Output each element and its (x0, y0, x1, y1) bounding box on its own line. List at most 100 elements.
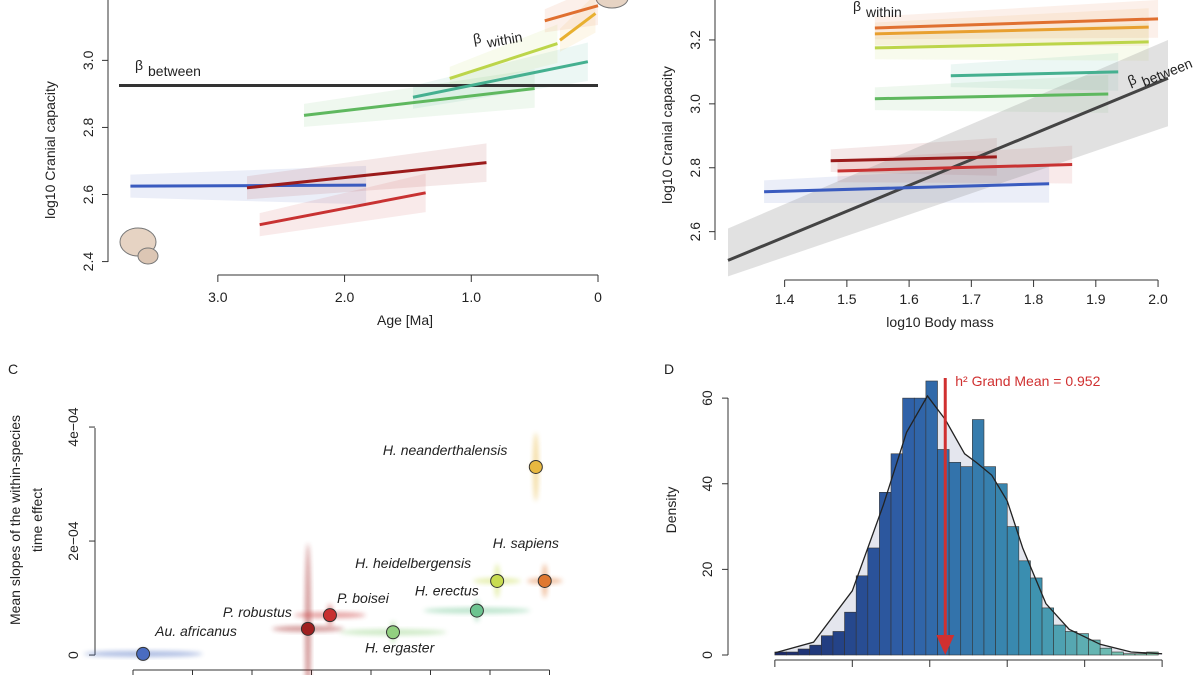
annotation: β within (853, 0, 902, 20)
uncertainty-band (412, 42, 588, 109)
bar (797, 648, 811, 656)
x-tick-label: 1.9 (1086, 291, 1106, 307)
bar (1088, 639, 1101, 656)
y-tick-label: 2.6 (80, 185, 96, 205)
uncertainty-band (449, 24, 558, 91)
annotation: β within (472, 29, 524, 51)
uncertainty-band (950, 52, 1119, 91)
segment (559, 12, 597, 42)
bar (937, 449, 950, 656)
point-label: H. ergaster (365, 639, 436, 655)
y-error-glow (304, 543, 311, 680)
annotation-subscript: between (148, 63, 201, 79)
y-tick-label: 0 (699, 651, 715, 659)
segment (130, 183, 367, 188)
y-tick-label: 2.8 (687, 158, 703, 178)
annotation-subscript: within (865, 4, 902, 20)
y-tick-label: 20 (699, 561, 715, 577)
point (528, 459, 543, 474)
y-tick-label: 40 (699, 476, 715, 492)
uncertainty-band (874, 8, 1149, 47)
x-tick-label: 0 (594, 289, 602, 305)
bar (786, 651, 799, 656)
x-axis-title: Age [Ma] (377, 312, 433, 328)
uncertainty-band (837, 145, 1073, 184)
point (537, 573, 552, 588)
y-axis-title: Mean slopes of the within-species (7, 415, 23, 625)
bar (1006, 526, 1020, 656)
annotation-subscript: within (485, 29, 524, 51)
uncertainty-band (259, 173, 426, 237)
bar (995, 483, 1008, 656)
segment (544, 4, 599, 23)
bar (821, 635, 834, 656)
point (386, 625, 401, 640)
x-tick-label: 3.0 (208, 289, 228, 305)
x-tick-label: 1.4 (775, 291, 795, 307)
annotation-symbol: β (135, 57, 143, 73)
x-tick-label: 1.8 (1024, 291, 1044, 307)
bar (1111, 651, 1124, 656)
segment (246, 161, 487, 190)
point-label: Au. africanus (154, 623, 237, 639)
segment (874, 17, 1159, 30)
bar (1018, 560, 1031, 656)
y-axis-title: time effect (29, 488, 45, 552)
bar (867, 547, 880, 656)
bar (890, 453, 903, 656)
bar (1134, 653, 1147, 656)
panel-label: C (8, 361, 18, 377)
bar (832, 631, 845, 656)
bar (1053, 624, 1066, 656)
segment (412, 60, 589, 99)
x-tick-label: 2.0 (1148, 291, 1168, 307)
segment (874, 92, 1109, 101)
point-label: P. boisei (337, 590, 390, 606)
y-axis-title: log10 Cranial capacity (659, 66, 675, 204)
segment (830, 155, 997, 163)
x-tick-label: 1.7 (962, 291, 982, 307)
y-tick-label: 2.4 (80, 252, 96, 272)
point-label: H. erectus (415, 583, 479, 599)
annotation: β between (135, 57, 201, 79)
x-tick-label: 1.0 (462, 289, 482, 305)
point-label: H. neanderthalensis (383, 442, 508, 458)
y-tick-label: 4e−04 (65, 407, 81, 447)
y-axis-title: log10 Cranial capacity (42, 81, 58, 219)
annotation-symbol: β (853, 0, 861, 14)
y-tick-label: 2.6 (687, 222, 703, 242)
point-label: H. sapiens (493, 535, 559, 551)
y-tick-label: 60 (699, 390, 715, 406)
point (300, 621, 315, 636)
uncertainty-band (874, 22, 1149, 61)
x-tick-label: 1.6 (899, 291, 919, 307)
bar (844, 611, 857, 656)
panel-label: D (664, 361, 674, 377)
segment (449, 42, 558, 80)
bar (983, 466, 996, 656)
panel: 2.4 2.6 2.8 3.0 3.0 2.0 1.0 0 Age [Ma] log10 Cran… (42, 0, 602, 328)
bar (902, 397, 915, 656)
mean-label: h² Grand Mean = 0.952 (955, 373, 1100, 389)
bar (1123, 653, 1136, 656)
x-tick-label: 2.0 (335, 289, 355, 305)
bar (1041, 607, 1054, 656)
bar (809, 644, 822, 656)
segment (303, 87, 535, 117)
bar (925, 380, 938, 656)
bar (913, 397, 927, 656)
annotation-symbol: β (472, 30, 483, 47)
skull-icon (119, 0, 629, 265)
point (136, 646, 151, 661)
segment (764, 182, 1050, 194)
segment (874, 40, 1149, 50)
segment (874, 25, 1149, 36)
bar (1099, 647, 1113, 656)
y-tick-label: 2.8 (80, 117, 96, 137)
point-label: P. robustus (223, 604, 292, 620)
y-tick-label: 3.0 (687, 94, 703, 114)
mean-arrowhead (936, 635, 955, 656)
point-label: H. heidelbergensis (355, 555, 471, 571)
x-tick-label: 1.5 (837, 291, 857, 307)
